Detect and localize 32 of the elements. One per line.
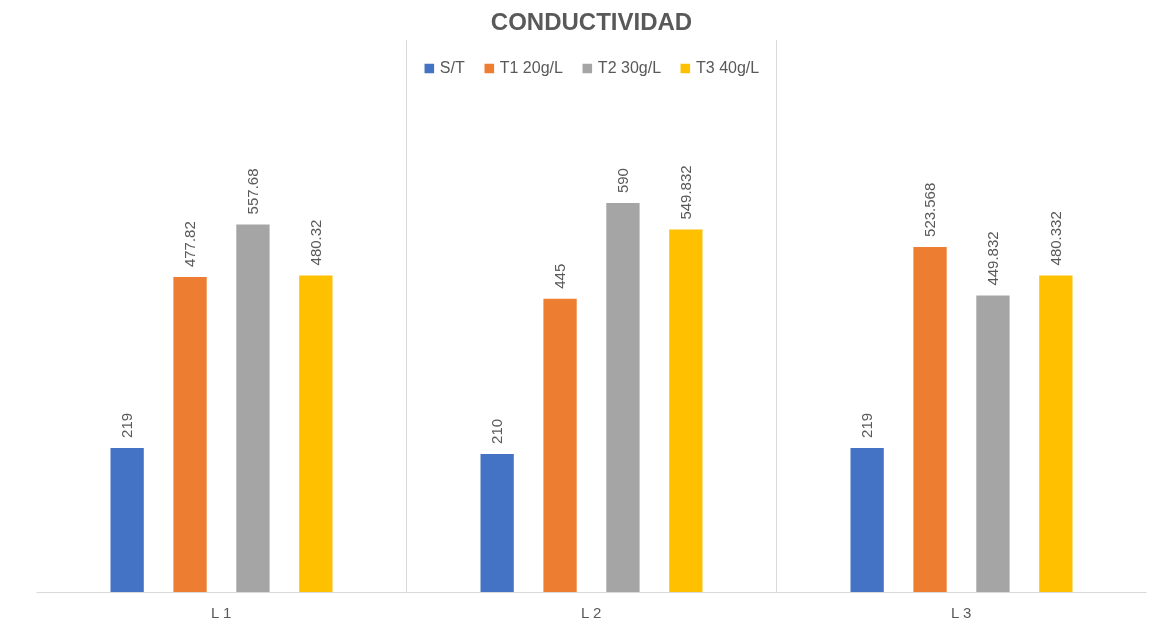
data-label: 557.68 bbox=[243, 168, 261, 215]
data-label: 210 bbox=[488, 418, 506, 444]
legend-label: T3 40g/L bbox=[696, 59, 760, 77]
data-label: 523.568 bbox=[921, 182, 939, 237]
x-tick-label: L 2 bbox=[581, 603, 602, 621]
bar bbox=[110, 447, 144, 593]
bar bbox=[299, 275, 333, 593]
data-label: 480.332 bbox=[1046, 211, 1064, 266]
bar bbox=[1039, 275, 1073, 593]
data-label: 477.82 bbox=[181, 221, 199, 268]
legend-label: T1 20g/L bbox=[499, 59, 563, 77]
bar bbox=[173, 277, 207, 593]
x-tick-label: L 3 bbox=[951, 603, 972, 621]
bar bbox=[913, 246, 947, 593]
x-tick-label: L 1 bbox=[211, 603, 232, 621]
legend-label: S/T bbox=[439, 59, 465, 77]
bar bbox=[850, 447, 884, 593]
bar bbox=[606, 203, 640, 593]
bar bbox=[543, 298, 577, 593]
bar bbox=[480, 453, 514, 593]
data-label: 219 bbox=[118, 412, 136, 438]
data-label: 449.832 bbox=[983, 231, 1001, 286]
data-label: 480.32 bbox=[306, 219, 324, 266]
data-label: 445 bbox=[551, 263, 569, 289]
bar bbox=[236, 224, 270, 593]
data-label: 219 bbox=[858, 412, 876, 438]
chart-title: CONDUCTIVIDAD bbox=[490, 7, 693, 35]
bar bbox=[669, 229, 703, 593]
data-label: 590 bbox=[613, 168, 631, 194]
legend-label: T2 30g/L bbox=[597, 59, 662, 77]
bar bbox=[976, 295, 1010, 593]
data-label: 549.832 bbox=[676, 165, 694, 220]
